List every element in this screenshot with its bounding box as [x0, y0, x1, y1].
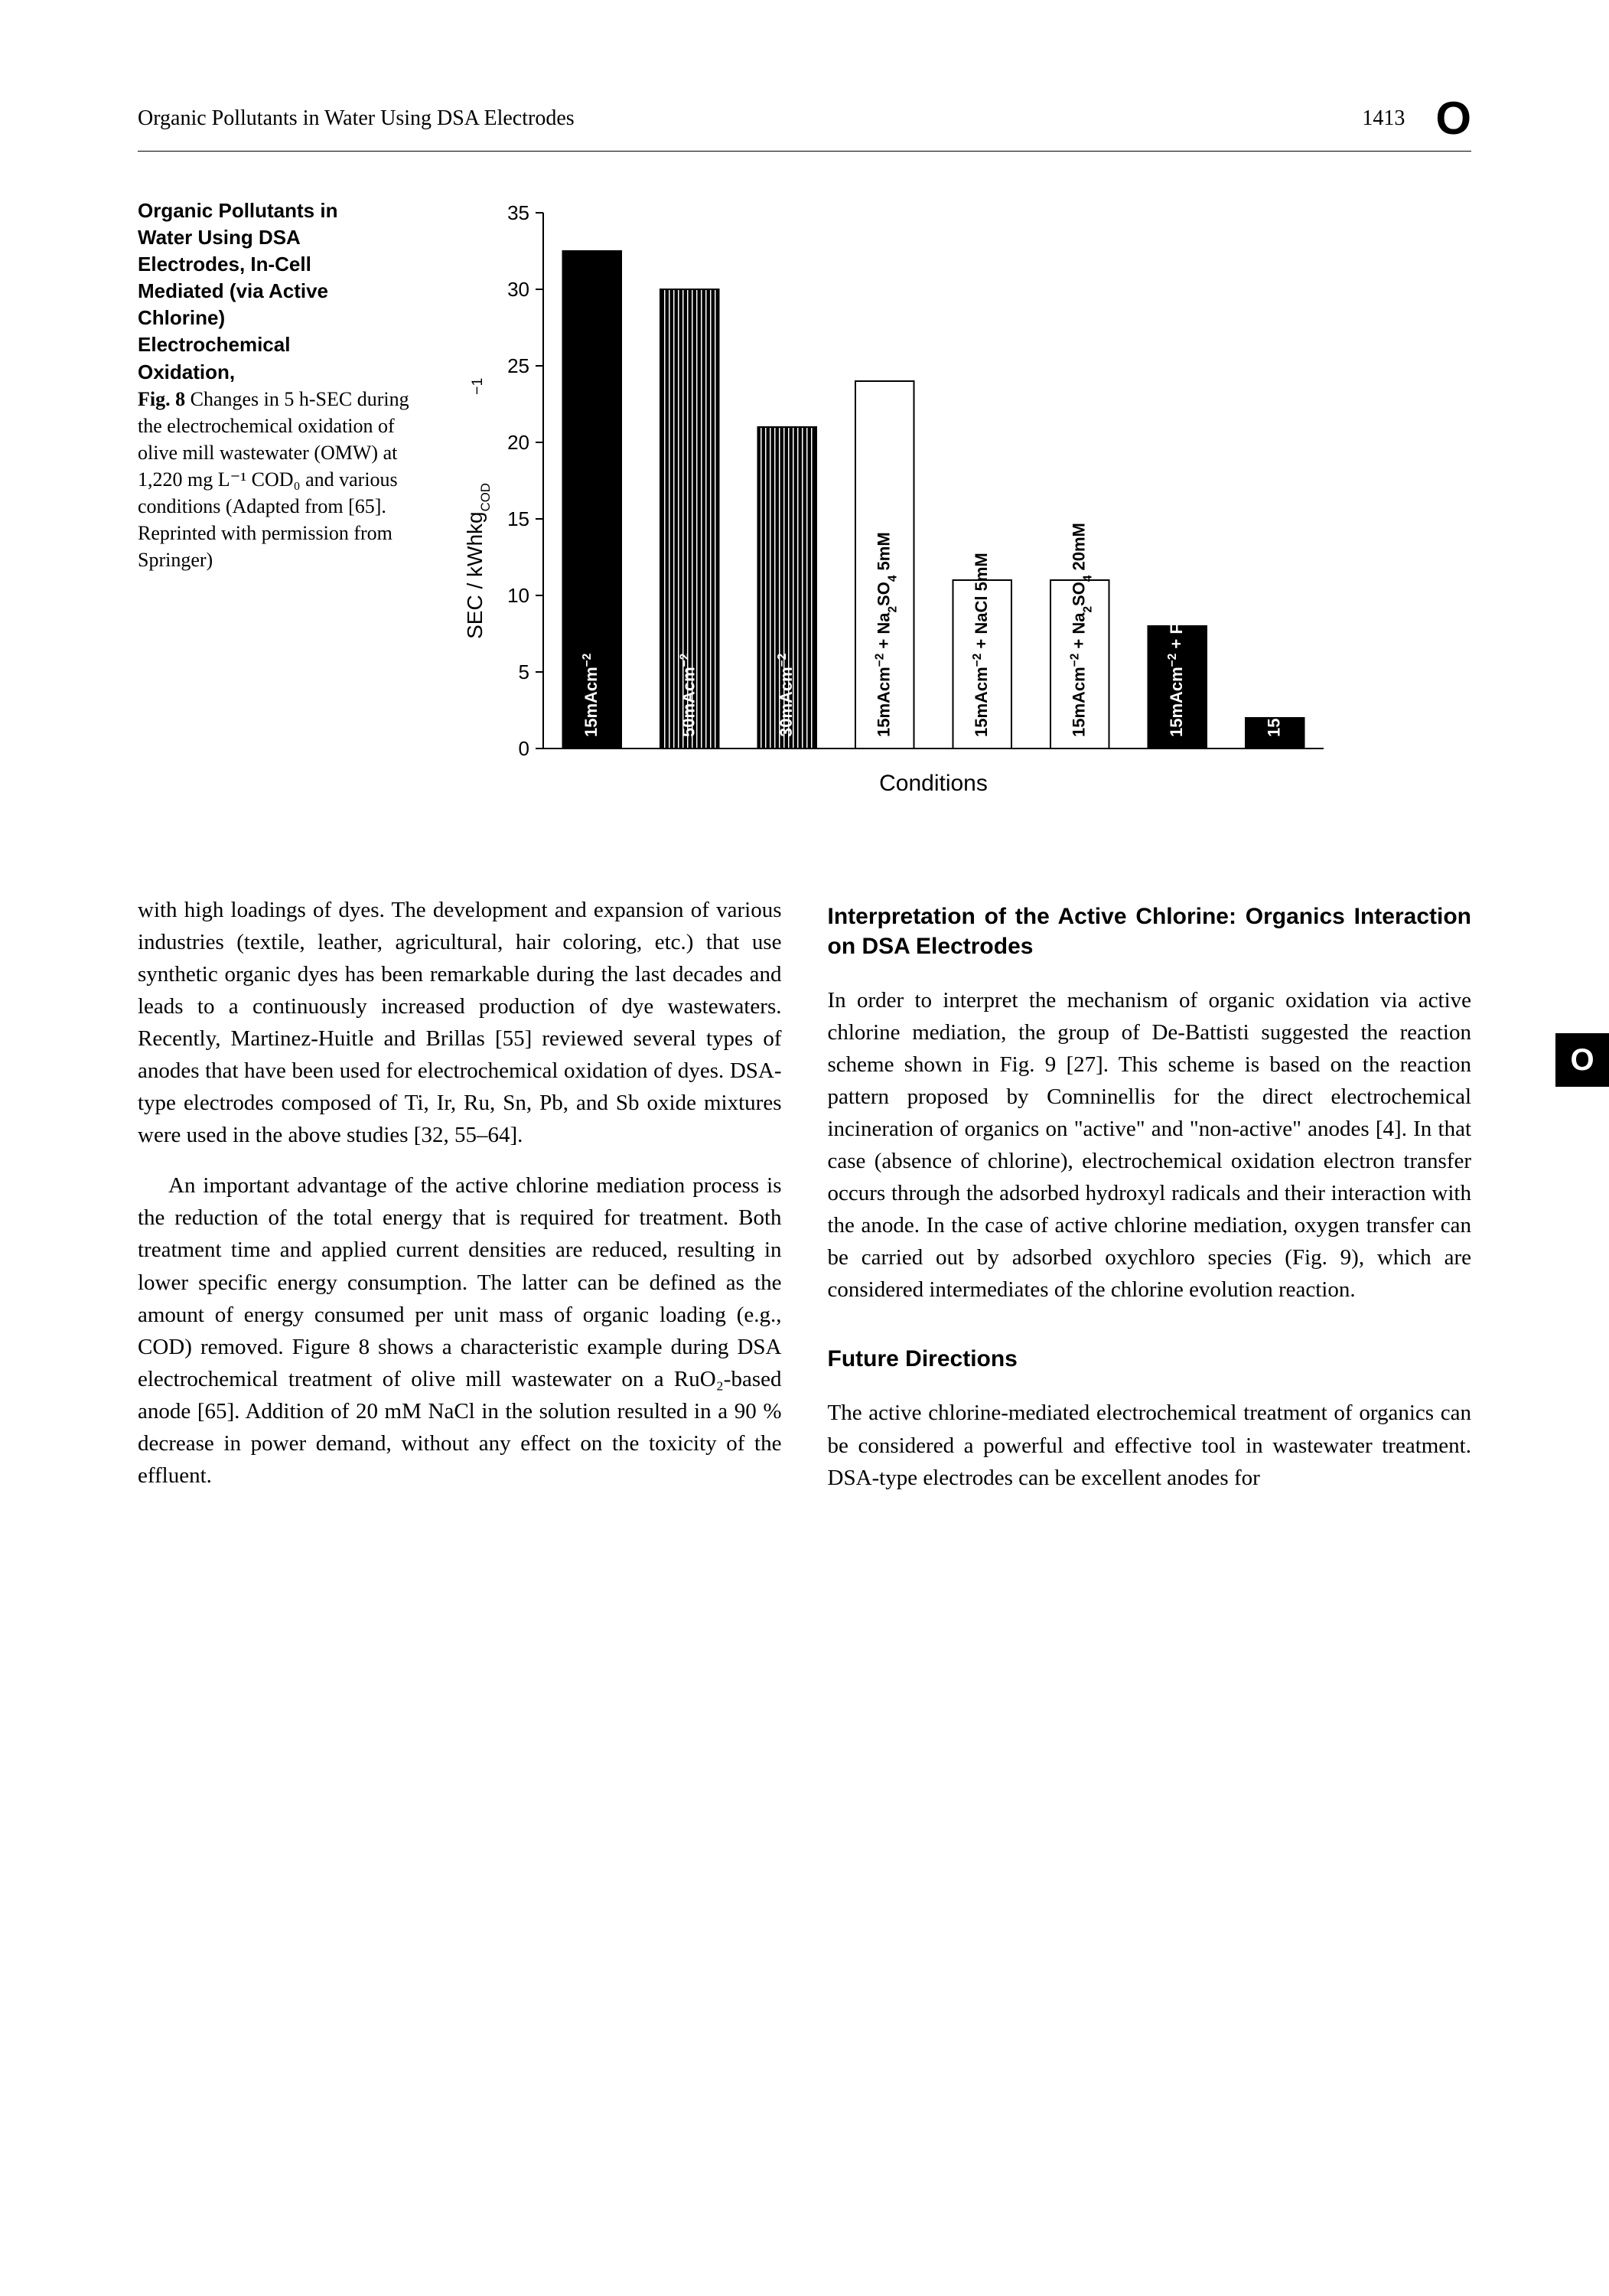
- bar-chart: 05101520253035SEC / kWhkgCOD−115mAcm−250…: [444, 197, 1362, 825]
- caption-title-l1: Organic Pollutants in: [138, 199, 337, 222]
- svg-text:−1: −1: [469, 378, 486, 395]
- figure-caption: Organic Pollutants in Water Using DSA El…: [138, 197, 413, 825]
- svg-text:10: 10: [507, 584, 529, 607]
- svg-text:15mAcm−2 + NaCl 5mM: 15mAcm−2 + NaCl 5mM: [970, 553, 991, 737]
- left-p2: An important advantage of the active chl…: [138, 1169, 782, 1491]
- page-letter: O: [1435, 92, 1471, 145]
- svg-text:20: 20: [507, 431, 529, 454]
- svg-text:Conditions: Conditions: [879, 771, 988, 796]
- body-columns: with high loadings of dyes. The developm…: [138, 894, 1471, 1512]
- header-right: 1413 O: [1362, 92, 1471, 145]
- svg-text:30: 30: [507, 278, 529, 301]
- caption-title-l3: Electrodes, In-Cell: [138, 253, 311, 276]
- page-number: 1413: [1362, 106, 1405, 131]
- svg-text:0: 0: [519, 737, 529, 760]
- caption-title-l6: Electrochemical: [138, 333, 290, 356]
- figure-label: Fig. 8: [138, 388, 185, 410]
- right-h1: Interpretation of the Active Chlorine: O…: [828, 902, 1472, 961]
- running-title: Organic Pollutants in Water Using DSA El…: [138, 106, 575, 131]
- caption-title-l4: Mediated (via Active: [138, 279, 328, 302]
- svg-text:35: 35: [507, 201, 529, 224]
- chart-area: 05101520253035SEC / kWhkgCOD−115mAcm−250…: [444, 197, 1471, 825]
- side-tab-letter: O: [1570, 1043, 1594, 1078]
- figure-description: Changes in 5 h-SEC during the electroche…: [138, 388, 409, 572]
- svg-text:25: 25: [507, 354, 529, 377]
- caption-title-l5: Chlorine): [138, 306, 225, 329]
- svg-text:15: 15: [507, 507, 529, 530]
- right-h2: Future Directions: [828, 1344, 1472, 1374]
- page-header: Organic Pollutants in Water Using DSA El…: [138, 92, 1471, 152]
- side-tab: O: [1555, 1033, 1609, 1087]
- right-p2: The active chlorine-mediated electrochem…: [828, 1397, 1472, 1493]
- caption-title-l2: Water Using DSA: [138, 226, 301, 249]
- left-column: with high loadings of dyes. The developm…: [138, 894, 782, 1512]
- svg-text:15mAcm−2 + NaCl 20mM: 15mAcm−2 + NaCl 20mM: [1263, 543, 1284, 737]
- svg-text:SEC / kWhkgCOD: SEC / kWhkgCOD: [463, 483, 493, 639]
- right-p1: In order to interpret the mechanism of o…: [828, 984, 1472, 1306]
- svg-text:5: 5: [519, 660, 529, 683]
- caption-title-l7: Oxidation,: [138, 360, 235, 383]
- right-column: Interpretation of the Active Chlorine: O…: [828, 894, 1472, 1512]
- figure-block: Organic Pollutants in Water Using DSA El…: [138, 197, 1471, 825]
- left-p1: with high loadings of dyes. The developm…: [138, 894, 782, 1151]
